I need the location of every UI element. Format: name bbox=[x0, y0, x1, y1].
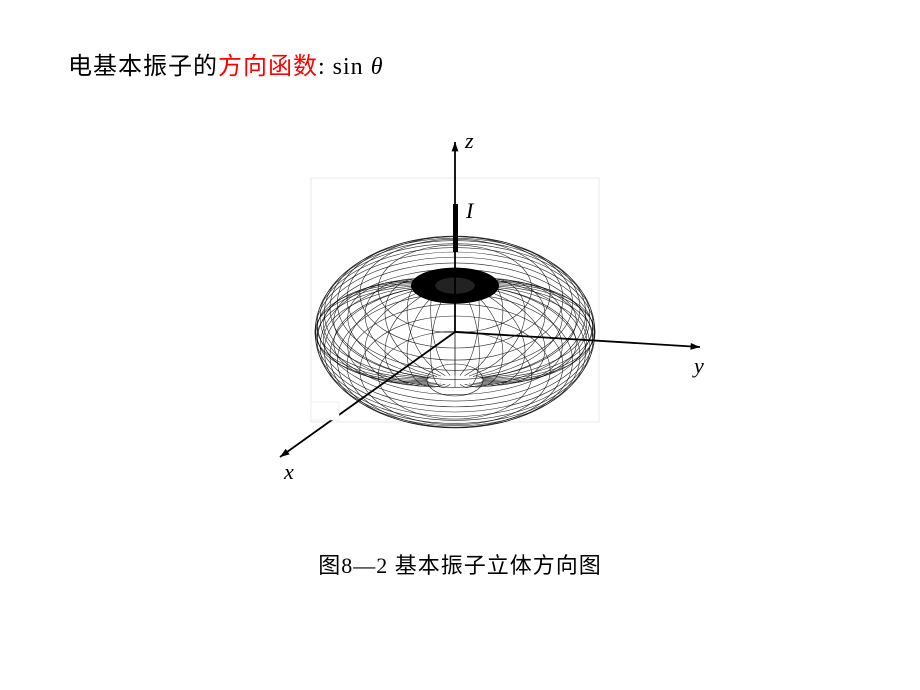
title-colon: : bbox=[318, 54, 333, 80]
title-sin: sin bbox=[333, 54, 364, 80]
title-theta: θ bbox=[371, 54, 384, 80]
title-line: 电基本振子的方向函数: sin θ bbox=[68, 46, 383, 81]
svg-text:z: z bbox=[464, 128, 474, 153]
title-pre: 电基本振子的 bbox=[68, 54, 218, 80]
svg-text:y: y bbox=[692, 353, 704, 378]
caption-text: 图8—2 基本振子立体方向图 bbox=[318, 553, 602, 578]
title-red: 方向函数 bbox=[218, 54, 318, 80]
svg-text:x: x bbox=[283, 459, 294, 484]
diagram-svg: zIyx bbox=[200, 122, 720, 492]
figure-caption: 图8—2 基本振子立体方向图 bbox=[0, 548, 920, 580]
diagram-3d-pattern: zIyx bbox=[200, 122, 720, 492]
